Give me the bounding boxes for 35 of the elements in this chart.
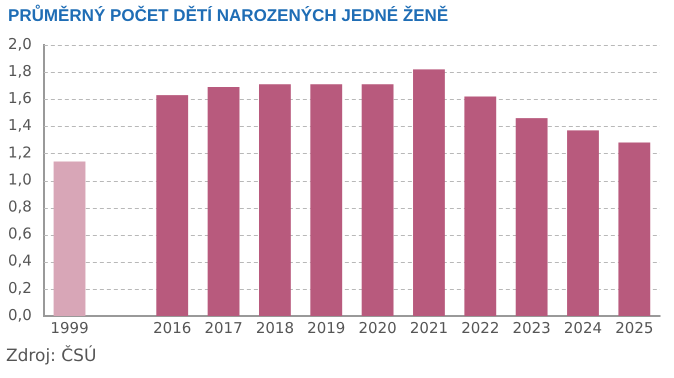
y-tick-label: 1,2 (8, 143, 32, 162)
y-tick-label: 1,8 (8, 62, 32, 80)
y-tick-label: 0,4 (8, 252, 32, 270)
y-tick-label: 2,0 (8, 34, 32, 53)
x-tick-label: 2023 (512, 318, 551, 337)
y-tick-label: 1,4 (8, 116, 32, 134)
bar (618, 142, 650, 316)
text: Zdroj: ČSÚ (6, 346, 96, 366)
y-tick-label: 1,6 (8, 89, 32, 108)
chart-title: PRŮMĚRNÝ POČET DĚTÍ NAROZENÝCH JEDNÉ ŽENĚ (8, 6, 448, 26)
bar (258, 84, 291, 316)
bar (156, 95, 188, 316)
bar (516, 118, 548, 316)
bar (567, 130, 599, 316)
bar (310, 84, 342, 316)
bar (362, 84, 394, 316)
x-tick-label: 2018 (256, 318, 294, 337)
y-tick-label: 0,0 (8, 306, 32, 324)
x-tick-label: 1999 (50, 318, 89, 337)
x-tick-label: 2025 (615, 318, 654, 337)
x-tick-label: 2016 (153, 318, 192, 337)
bar (464, 96, 496, 316)
bar (208, 87, 240, 316)
x-tick-label: 2019 (307, 318, 346, 337)
y-tick-label: 0,2 (8, 278, 32, 297)
bar (413, 69, 445, 316)
bar (54, 162, 86, 316)
y-tick-label: 1,0 (8, 170, 32, 188)
x-tick-label: 2020 (358, 318, 397, 337)
x-tick-label: 2024 (564, 318, 602, 337)
x-tick-label: 2021 (410, 318, 448, 337)
y-tick-label: 0,8 (8, 197, 32, 216)
x-tick-label: 2022 (461, 318, 500, 337)
x-tick-label: 2017 (204, 318, 243, 337)
y-tick-label: 0,6 (8, 224, 32, 243)
